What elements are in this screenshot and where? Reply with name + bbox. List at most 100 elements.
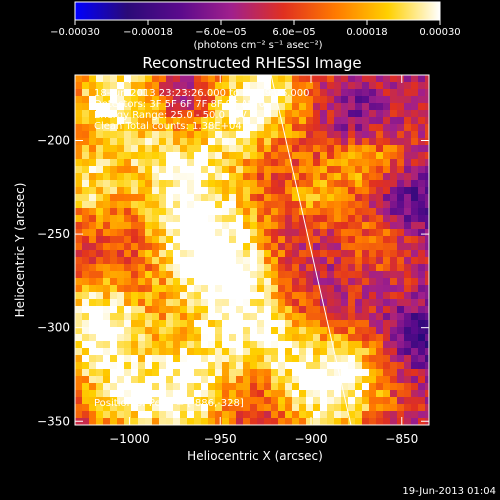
heatmap-cell xyxy=(208,110,216,118)
heatmap-cell xyxy=(411,271,419,279)
heatmap-cell xyxy=(138,103,146,111)
heatmap-cell xyxy=(411,299,419,307)
heatmap-cell xyxy=(355,376,363,384)
heatmap-cell xyxy=(145,390,153,398)
heatmap-cell xyxy=(271,362,279,370)
heatmap-cell xyxy=(271,152,279,160)
heatmap-cell xyxy=(236,110,244,118)
heatmap-cell xyxy=(278,355,286,363)
heatmap-cell xyxy=(96,159,104,167)
heatmap-cell xyxy=(96,299,104,307)
heatmap-cell xyxy=(306,285,314,293)
heatmap-cell xyxy=(222,334,230,342)
colorbar-unit-label: (photons cm⁻² s⁻¹ asec⁻²) xyxy=(193,40,322,51)
heatmap-cell xyxy=(236,313,244,321)
heatmap-cell xyxy=(257,362,265,370)
heatmap-cell xyxy=(383,180,391,188)
heatmap-cell xyxy=(313,369,321,377)
heatmap-cell xyxy=(285,159,293,167)
heatmap-cell xyxy=(404,306,412,314)
heatmap-cell xyxy=(229,229,237,237)
heatmap-cell xyxy=(355,194,363,202)
heatmap-cell xyxy=(348,110,356,118)
chart-title: Reconstructed RHESSI Image xyxy=(142,54,361,72)
heatmap-cell xyxy=(159,271,167,279)
heatmap-cell xyxy=(264,334,272,342)
heatmap-cell xyxy=(215,103,223,111)
heatmap-cell xyxy=(96,96,104,104)
heatmap-cell xyxy=(320,257,328,265)
heatmap-cell xyxy=(173,236,181,244)
heatmap-cell xyxy=(166,278,174,286)
heatmap-cell xyxy=(208,418,216,425)
heatmap-cell xyxy=(264,411,272,419)
heatmap-cell xyxy=(201,229,209,237)
heatmap-cell xyxy=(75,236,83,244)
heatmap-cell xyxy=(425,404,429,412)
heatmap-cell xyxy=(390,369,398,377)
heatmap-cell xyxy=(236,404,244,412)
heatmap-cell xyxy=(103,110,111,118)
heatmap-cell xyxy=(411,250,419,258)
heatmap-cell xyxy=(89,334,97,342)
heatmap-cell xyxy=(404,201,412,209)
heatmap-cell xyxy=(82,103,90,111)
heatmap-cell xyxy=(180,327,188,335)
heatmap-cell xyxy=(89,194,97,202)
heatmap-cell xyxy=(117,397,125,405)
heatmap-cell xyxy=(369,271,377,279)
heatmap-cell xyxy=(355,292,363,300)
heatmap-cell xyxy=(404,208,412,216)
heatmap-cell xyxy=(138,341,146,349)
heatmap-cell xyxy=(222,404,230,412)
heatmap-cell xyxy=(117,418,125,425)
heatmap-cell xyxy=(208,236,216,244)
heatmap-cell xyxy=(362,250,370,258)
heatmap-cell xyxy=(376,292,384,300)
heatmap-cell xyxy=(299,404,307,412)
heatmap-cell xyxy=(82,411,90,419)
heatmap-cell xyxy=(131,285,139,293)
heatmap-cell xyxy=(110,271,118,279)
heatmap-cell xyxy=(75,299,83,307)
heatmap-cell xyxy=(236,173,244,181)
heatmap-cell xyxy=(271,208,279,216)
heatmap-cell xyxy=(264,159,272,167)
heatmap-cell xyxy=(327,383,335,391)
heatmap-cell xyxy=(166,327,174,335)
heatmap-cell xyxy=(369,173,377,181)
heatmap-cell xyxy=(159,250,167,258)
heatmap-cell xyxy=(145,250,153,258)
heatmap-cell xyxy=(145,194,153,202)
heatmap-cell xyxy=(355,103,363,111)
heatmap-cell xyxy=(320,411,328,419)
heatmap-cell xyxy=(117,271,125,279)
heatmap-cell xyxy=(82,173,90,181)
heatmap-cell xyxy=(215,152,223,160)
heatmap-cell xyxy=(124,383,132,391)
heatmap-cell xyxy=(159,278,167,286)
heatmap-cell xyxy=(285,341,293,349)
heatmap-cell xyxy=(75,82,83,90)
heatmap-cell xyxy=(362,257,370,265)
heatmap-cell xyxy=(306,229,314,237)
heatmap-cell xyxy=(292,194,300,202)
heatmap-cell xyxy=(250,334,258,342)
heatmap-cell xyxy=(110,313,118,321)
heatmap-cell xyxy=(152,138,160,146)
heatmap-cell xyxy=(159,82,167,90)
heatmap-cell xyxy=(341,89,349,97)
heatmap-cell xyxy=(124,334,132,342)
heatmap-cell xyxy=(124,376,132,384)
heatmap-cell xyxy=(229,201,237,209)
heatmap-cell xyxy=(250,124,258,132)
heatmap-cell xyxy=(243,159,251,167)
heatmap-cell xyxy=(250,89,258,97)
heatmap-cell xyxy=(362,397,370,405)
heatmap-cell xyxy=(383,103,391,111)
heatmap-cell xyxy=(397,271,405,279)
heatmap-cell xyxy=(271,103,279,111)
heatmap-cell xyxy=(180,173,188,181)
heatmap-cell xyxy=(82,271,90,279)
heatmap-cell xyxy=(299,362,307,370)
